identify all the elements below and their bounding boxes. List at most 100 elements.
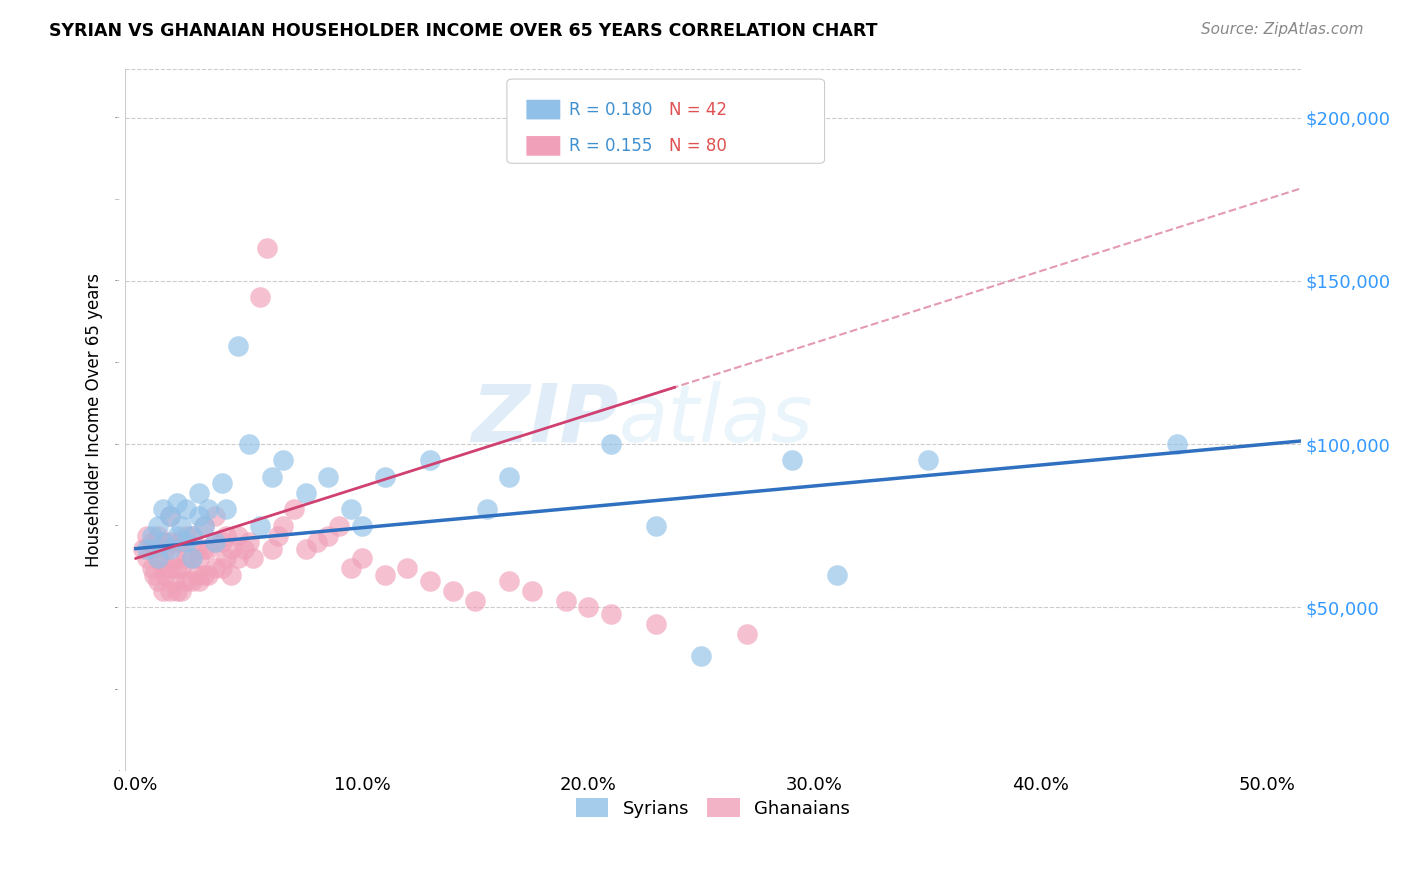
Point (174, 502, 197, 516)
Point (197, 541, 219, 556)
Point (441, 584, 464, 599)
Point (554, 594, 576, 608)
Point (141, 528, 163, 542)
Point (204, 535, 226, 549)
Point (148, 551, 170, 566)
Point (152, 535, 174, 549)
Point (181, 551, 204, 566)
Point (294, 541, 316, 556)
Point (917, 453, 939, 467)
Point (242, 551, 264, 566)
Point (193, 518, 215, 533)
FancyBboxPatch shape (526, 99, 561, 120)
Point (260, 469, 283, 483)
Point (283, 502, 305, 516)
Point (174, 528, 197, 542)
Point (148, 551, 170, 566)
Point (219, 541, 242, 556)
Legend: Syrians, Ghanaians: Syrians, Ghanaians (568, 791, 858, 825)
Point (267, 528, 290, 542)
Point (188, 486, 211, 500)
Point (170, 518, 193, 533)
Point (374, 469, 396, 483)
Point (193, 518, 215, 533)
Point (142, 567, 165, 582)
Text: R = 0.155: R = 0.155 (569, 136, 652, 155)
Point (152, 561, 174, 575)
Point (136, 541, 159, 556)
Point (152, 535, 174, 549)
Point (825, 567, 848, 582)
Point (193, 567, 215, 582)
Point (780, 453, 803, 467)
Text: atlas: atlas (619, 381, 814, 458)
Point (249, 518, 271, 533)
Point (174, 574, 197, 589)
Point (690, 649, 713, 664)
Point (159, 535, 181, 549)
Text: ZIP: ZIP (471, 381, 619, 458)
Point (197, 502, 219, 516)
Text: N = 80: N = 80 (669, 136, 727, 155)
Point (131, 541, 153, 556)
Point (419, 574, 441, 589)
Point (141, 561, 163, 575)
Point (475, 502, 498, 516)
Point (159, 508, 181, 523)
Point (170, 535, 193, 549)
Point (166, 584, 188, 599)
Point (271, 518, 294, 533)
Point (576, 600, 599, 615)
Text: SYRIAN VS GHANAIAN HOUSEHOLDER INCOME OVER 65 YEARS CORRELATION CHART: SYRIAN VS GHANAIAN HOUSEHOLDER INCOME OV… (49, 22, 877, 40)
Point (166, 535, 188, 549)
Point (181, 551, 204, 566)
Text: Source: ZipAtlas.com: Source: ZipAtlas.com (1201, 22, 1364, 37)
Point (374, 567, 396, 582)
Point (211, 561, 233, 575)
Point (181, 528, 204, 542)
Point (193, 541, 215, 556)
Point (166, 496, 188, 510)
Point (238, 535, 260, 549)
Point (142, 541, 165, 556)
Point (226, 551, 249, 566)
Point (152, 502, 174, 516)
Point (136, 528, 159, 542)
Point (136, 551, 159, 566)
Point (197, 567, 219, 582)
FancyBboxPatch shape (526, 136, 561, 156)
Point (1166, 437, 1188, 451)
Point (339, 502, 361, 516)
Point (464, 594, 486, 608)
Point (352, 518, 374, 533)
Point (339, 561, 361, 575)
Point (215, 551, 238, 566)
Point (328, 518, 350, 533)
Point (498, 469, 520, 483)
Point (396, 561, 419, 575)
Point (188, 551, 211, 566)
Point (600, 437, 623, 451)
Point (233, 541, 256, 556)
Point (181, 528, 204, 542)
Point (148, 574, 170, 589)
Point (352, 551, 374, 566)
Point (600, 607, 623, 621)
Text: N = 42: N = 42 (669, 101, 727, 119)
Text: R = 0.180: R = 0.180 (569, 101, 652, 119)
Point (159, 584, 181, 599)
Point (155, 567, 177, 582)
FancyBboxPatch shape (508, 79, 824, 163)
Point (226, 339, 249, 353)
Point (181, 574, 204, 589)
Point (316, 469, 339, 483)
Point (735, 626, 758, 640)
Point (163, 551, 186, 566)
Point (166, 561, 188, 575)
Point (238, 437, 260, 451)
Point (166, 528, 188, 542)
Point (645, 616, 668, 631)
Y-axis label: Householder Income Over 65 years: Householder Income Over 65 years (86, 273, 103, 566)
Point (249, 290, 271, 304)
Point (226, 528, 249, 542)
